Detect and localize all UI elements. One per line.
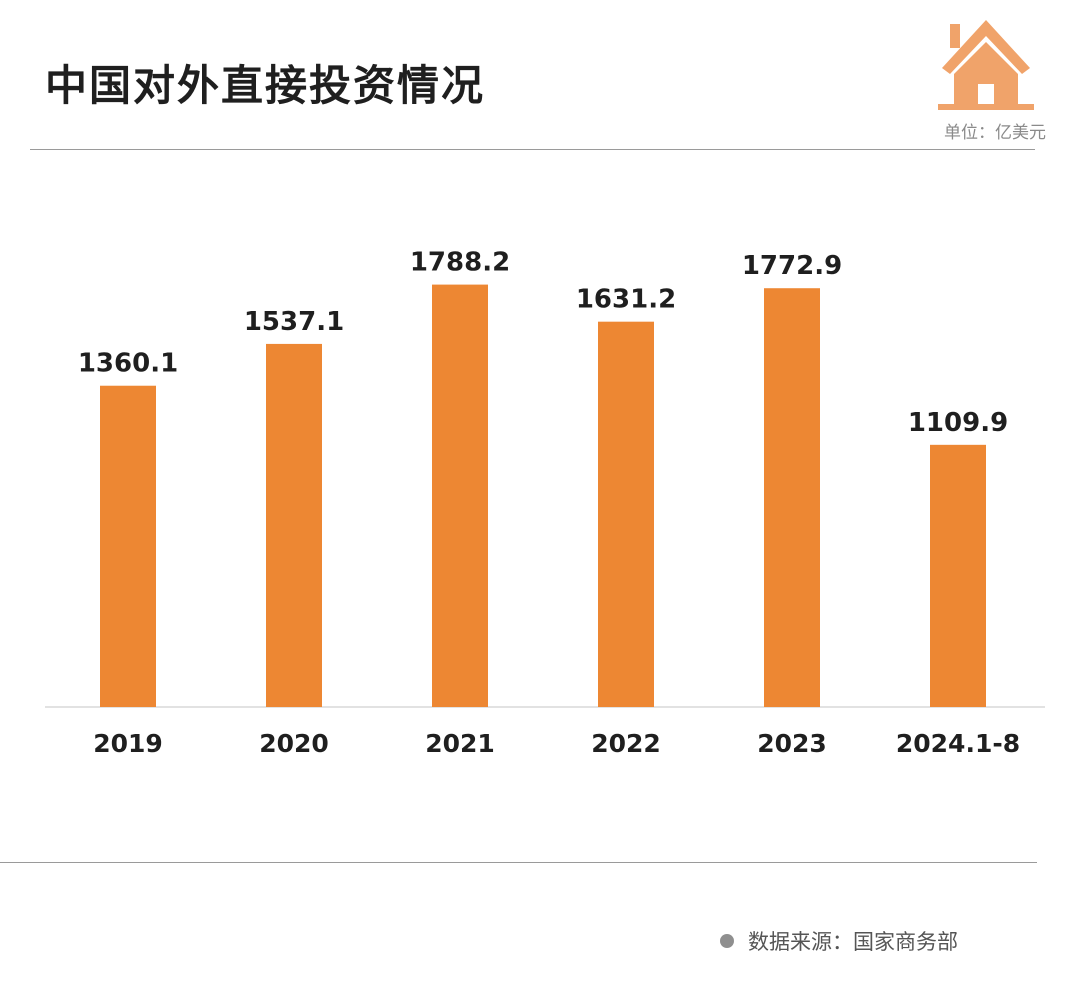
value-label-2020: 1537.1 [244, 307, 344, 337]
value-label-2024.1-8: 1109.9 [908, 408, 1008, 438]
value-label-2022: 1631.2 [576, 285, 676, 315]
category-labels-group: 2019 2020 2021 2022 2023 2024.1-8 [93, 729, 1020, 758]
category-label-2019: 2019 [93, 729, 163, 758]
value-labels-group: 1360.1 1537.1 1788.2 1631.2 1772.9 1109.9 [78, 248, 1008, 438]
category-label-2024.1-8: 2024.1-8 [896, 729, 1020, 758]
top-divider [30, 149, 1035, 150]
category-label-2022: 2022 [591, 729, 661, 758]
bar-2019 [100, 385, 156, 707]
bar-2021 [432, 284, 488, 707]
unit-label: 单位：亿美元 [944, 123, 1046, 143]
value-label-2021: 1788.2 [410, 248, 510, 278]
bottom-divider [0, 862, 1037, 863]
category-label-2023: 2023 [757, 729, 827, 758]
category-label-2021: 2021 [425, 729, 495, 758]
value-label-2023: 1772.9 [742, 251, 842, 281]
value-label-2019: 1360.1 [78, 349, 178, 379]
category-label-2020: 2020 [259, 729, 329, 758]
bars-group [100, 284, 986, 707]
chart-title: 中国对外直接投资情况 [45, 61, 486, 110]
bar-2023 [764, 288, 820, 707]
source-note: 数据来源：国家商务部 [720, 926, 958, 956]
bar-2020 [266, 343, 322, 707]
bullet-dot-icon [720, 934, 734, 948]
house-logo-icon [938, 20, 1034, 110]
bar-2024.1-8 [930, 444, 986, 707]
source-label: 数据来源：国家商务部 [748, 930, 958, 954]
bar-2022 [598, 321, 654, 707]
